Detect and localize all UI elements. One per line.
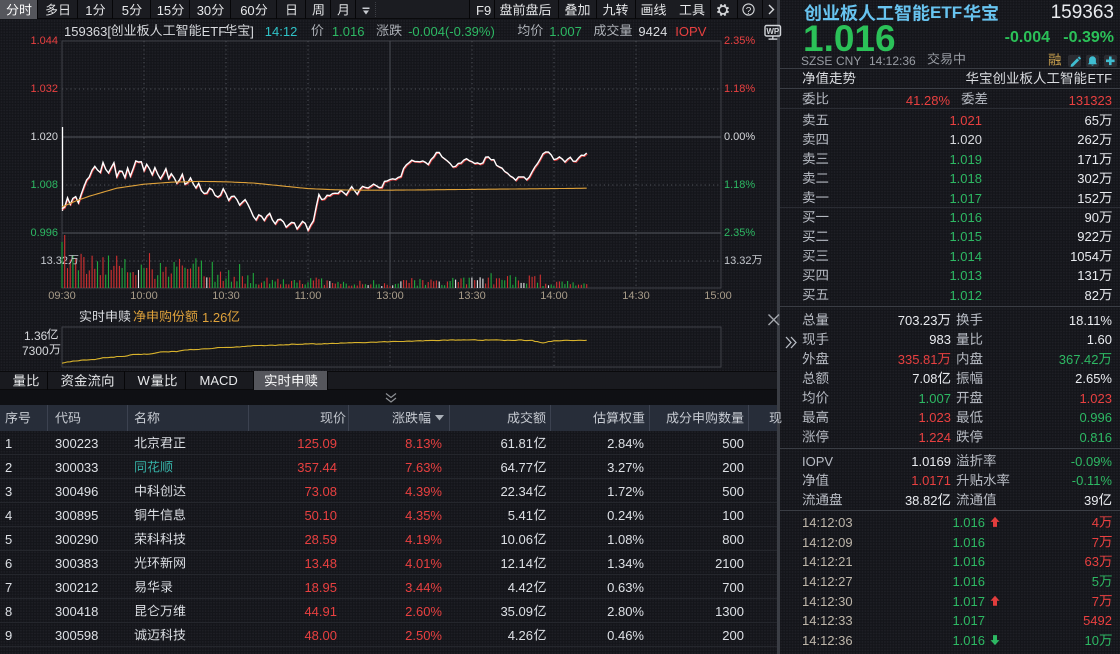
svg-text:WP: WP — [766, 27, 780, 36]
svg-text:?: ? — [746, 6, 752, 17]
